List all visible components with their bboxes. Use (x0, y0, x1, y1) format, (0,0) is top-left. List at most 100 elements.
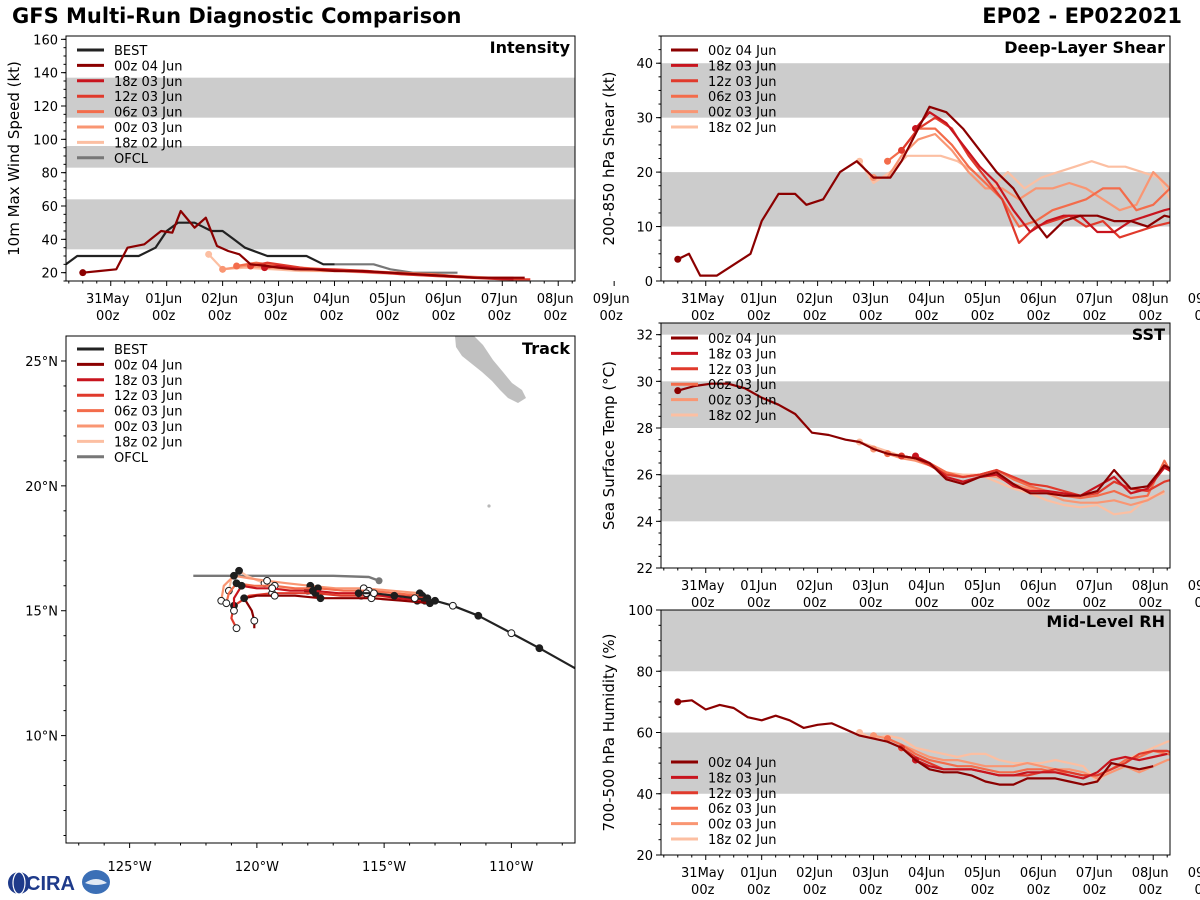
shear-series-line (914, 111, 1170, 234)
rh-xtick-hour: 00z (1139, 883, 1163, 898)
rh-xtick-hour: 00z (971, 883, 995, 898)
intensity-xtick-hour: 00z (152, 309, 176, 324)
shear-xtick-day: 03Jun (852, 292, 889, 307)
sst-ytick-label: 32 (636, 329, 653, 344)
rh-series-line (915, 752, 1168, 780)
track-frame (65, 335, 576, 844)
sst-xtick-hour: 00z (1194, 596, 1200, 611)
shear-run-start-point (898, 146, 906, 154)
sst-ytick-label: 24 (636, 515, 653, 530)
rh-xtick-hour: 00z (747, 883, 771, 898)
shear-legend-label: 18z 02 Jun (708, 121, 777, 136)
intensity-legend-label: 12z 03 Jun (114, 90, 183, 105)
shear-title: Deep-Layer Shear (1004, 38, 1165, 57)
intensity-legend-label: 00z 04 Jun (114, 59, 183, 74)
intensity-xtick-hour: 00z (488, 309, 512, 324)
sst-ytick-label: 30 (636, 375, 653, 390)
rh-xtick-hour: 00z (915, 883, 939, 898)
rh-legend-label: 06z 03 Jun (708, 802, 777, 817)
rh-series-line (677, 699, 1154, 786)
sst-ylabel: Sea Surface Temp (°C) (600, 361, 618, 530)
shear-xtick-hour: 00z (971, 309, 995, 324)
shear-xtick-day: 06Jun (1020, 292, 1057, 307)
rh-xtick-hour: 00z (1027, 883, 1051, 898)
cira-logo-text: CIRA (26, 873, 75, 895)
rh-xtick-day: 09Jun (1188, 866, 1200, 881)
shear-series-line (677, 105, 1170, 277)
rh-series-line (887, 737, 1170, 777)
intensity-xtick-day: 02Jun (201, 292, 238, 307)
intensity-run-start-point (205, 250, 213, 258)
sst-legend-label: 06z 03 Jun (708, 378, 777, 393)
track-run-point (263, 576, 271, 585)
sst-xtick-day: 04Jun (908, 579, 945, 594)
intensity-legend-label: 18z 03 Jun (114, 75, 183, 90)
track-plot-area (193, 336, 575, 670)
shear-legend-label: 06z 03 Jun (708, 90, 777, 105)
rh-ytick-label: 60 (636, 727, 653, 742)
track-xtick-label: 115°W (362, 860, 406, 875)
sst-plot-area (661, 323, 1170, 522)
intensity-title: Intensity (490, 38, 571, 57)
shear-ytick-label: 10 (636, 221, 653, 236)
track-ofcl-line (193, 574, 380, 582)
sst-xtick-day: 08Jun (1132, 579, 1169, 594)
page-title: GFS Multi-Run Diagnostic Comparison (12, 4, 462, 28)
shear-series-line (873, 132, 1170, 212)
rh-xtick-hour: 00z (691, 883, 715, 898)
track-best-point (535, 644, 544, 653)
rh-panel: 20 40 60 80 100 31May 00z 01Jun 00z 02Jun 00z 03Jun… (600, 604, 1200, 898)
track-best-point (448, 601, 457, 610)
sst-xtick-hour: 00z (859, 596, 883, 611)
intensity-xtick-day: 08Jun (537, 292, 574, 307)
intensity-xtick-day: 06Jun (425, 292, 462, 307)
intensity-legend-label: 06z 03 Jun (114, 106, 183, 121)
track-run-point (232, 624, 241, 633)
rh-ytick-label: 40 (636, 788, 653, 803)
rh-xtick-day: 01Jun (740, 866, 777, 881)
track-xtick-label: 110°W (489, 860, 533, 875)
shear-legend-label: 18z 03 Jun (708, 59, 777, 74)
intensity-run-start-point (219, 265, 227, 273)
track-xtick-label: 125°W (108, 860, 152, 875)
intensity-xtick-day: 09Jun (593, 292, 630, 307)
shear-xtick-hour: 00z (1027, 309, 1051, 324)
shear-xtick-day: 08Jun (1132, 292, 1169, 307)
intensity-xtick-hour: 00z (208, 309, 232, 324)
intensity-ytick-label: 80 (41, 167, 58, 182)
sst-xtick-hour: 00z (971, 596, 995, 611)
shear-xtick-hour: 00z (915, 309, 939, 324)
intensity-legend-label: OFCL (114, 152, 149, 167)
intensity-series-line (82, 209, 525, 279)
shear-ytick-label: 30 (636, 112, 653, 127)
intensity-ytick-label: 20 (41, 267, 58, 282)
track-run-point (240, 594, 249, 603)
rh-xtick-hour: 00z (859, 883, 883, 898)
rh-run-start-point (674, 698, 682, 706)
track-run-point (237, 581, 246, 590)
shear-ytick-label: 20 (636, 166, 653, 181)
rh-legend-label: 12z 03 Jun (708, 787, 777, 802)
sst-xtick-hour: 00z (691, 596, 715, 611)
intensity-ytick-label: 60 (41, 200, 58, 215)
shear-run-start-point (884, 157, 892, 165)
intensity-xtick-hour: 00z (599, 309, 623, 324)
shear-xtick-hour: 00z (1194, 309, 1200, 324)
track-legend-label: BEST (114, 343, 147, 358)
intensity-legend-label: 18z 02 Jun (114, 136, 183, 151)
rh-band (661, 610, 1170, 672)
rh-ylabel: 700-500 hPa Humidity (%) (600, 633, 618, 831)
track-run-point (250, 616, 259, 625)
intensity-plot-area (66, 77, 575, 281)
shear-ytick-label: 0 (645, 275, 653, 290)
sst-ytick-label: 26 (636, 469, 653, 484)
sst-legend-label: 18z 02 Jun (708, 409, 777, 424)
intensity-ylabel: 10m Max Wind Speed (kt) (5, 61, 23, 256)
rh-xtick-hour: 00z (1083, 883, 1107, 898)
rh-xtick-day: 05Jun (964, 866, 1001, 881)
intensity-ytick-label: 40 (41, 233, 58, 248)
track-legend-label: 18z 03 Jun (114, 374, 183, 389)
intensity-run-start-point (79, 269, 87, 277)
shear-series-line (900, 116, 1170, 244)
